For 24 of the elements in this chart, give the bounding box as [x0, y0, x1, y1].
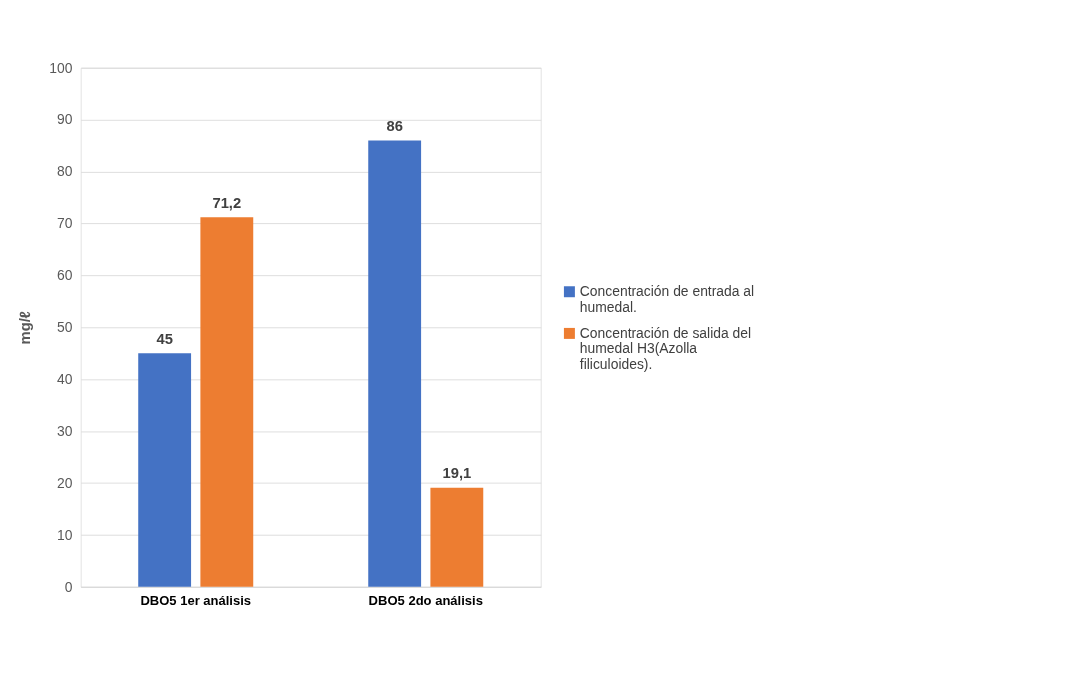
data-label: 45	[156, 330, 173, 347]
x-tick-label: DBO5 2do análisis	[368, 592, 483, 608]
y-tick-label: 100	[49, 59, 73, 76]
bar	[138, 353, 192, 587]
y-tick-label: 0	[64, 578, 73, 595]
data-label: 86	[386, 117, 403, 134]
y-tick-label: 80	[57, 163, 73, 180]
y-tick-label: 90	[57, 111, 73, 128]
y-tick-label: 30	[57, 422, 73, 439]
y-axis-title: mg/ℓ	[17, 311, 34, 345]
legend-label: Concentración de entrada al humedal.	[579, 283, 755, 315]
y-tick-label: 70	[57, 215, 73, 232]
y-tick-label: 50	[57, 319, 73, 336]
y-tick-label: 40	[57, 371, 73, 388]
data-label: 71,2	[212, 194, 242, 211]
y-tick-label: 60	[57, 267, 73, 284]
y-tick-label: 20	[57, 474, 73, 491]
x-tick-label: DBO5 1er análisis	[140, 592, 252, 608]
y-tick-label: 10	[57, 526, 73, 543]
bar	[200, 217, 254, 587]
legend-label: Concentración de salida del humedal H3(Azolla filiculoides).	[579, 324, 752, 372]
bar	[430, 487, 484, 587]
data-label: 19,1	[442, 465, 472, 482]
bar	[368, 140, 422, 587]
